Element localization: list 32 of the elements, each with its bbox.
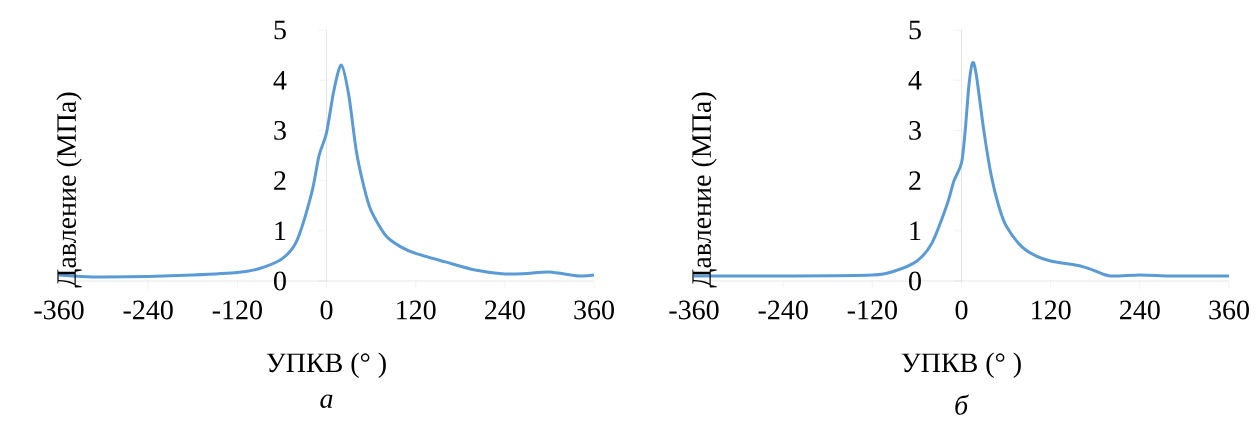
y-tick-label: 5 [909, 20, 921, 40]
x-tick-label: 120 [397, 300, 436, 320]
x-tick-label: -360 [669, 300, 719, 320]
x-tick-label: 360 [1209, 300, 1249, 320]
y-tick-label: 0 [909, 271, 921, 291]
x-tick-label: 360 [574, 300, 614, 320]
x-tick-label: -360 [34, 300, 84, 320]
y-tick-label: 4 [273, 70, 287, 90]
y-tick-label: 1 [275, 221, 286, 241]
x-tick-label: 0 [955, 300, 968, 320]
y-tick-label: 3 [909, 121, 921, 140]
x-tick-label: 120 [1032, 300, 1071, 320]
x-tick-label: -240 [123, 300, 173, 320]
x-axis-title: УПКВ (° ) [266, 352, 386, 378]
x-tick-label: -120 [212, 300, 262, 320]
x-axis-title: УПКВ (° ) [901, 352, 1021, 378]
y-tick-label: 0 [274, 271, 286, 291]
y-tick-label: 2 [274, 171, 286, 190]
y-axis-title: Давление (МПа) [56, 92, 82, 288]
y-tick-label: 1 [910, 221, 921, 241]
x-tick-label: 240 [1120, 300, 1160, 320]
x-tick-label: -240 [758, 300, 808, 320]
text: а [320, 394, 333, 408]
x-tick-label: -120 [847, 300, 897, 320]
x-tick-label: 0 [320, 300, 333, 320]
y-tick-label: 3 [274, 121, 286, 140]
y-tick-label: 5 [274, 20, 286, 40]
y-tick-label: 2 [909, 171, 921, 190]
text: б [955, 394, 969, 415]
x-tick-label: 240 [485, 300, 525, 320]
y-axis-title: Давление (МПа) [691, 92, 717, 288]
y-tick-label: 4 [908, 70, 922, 90]
